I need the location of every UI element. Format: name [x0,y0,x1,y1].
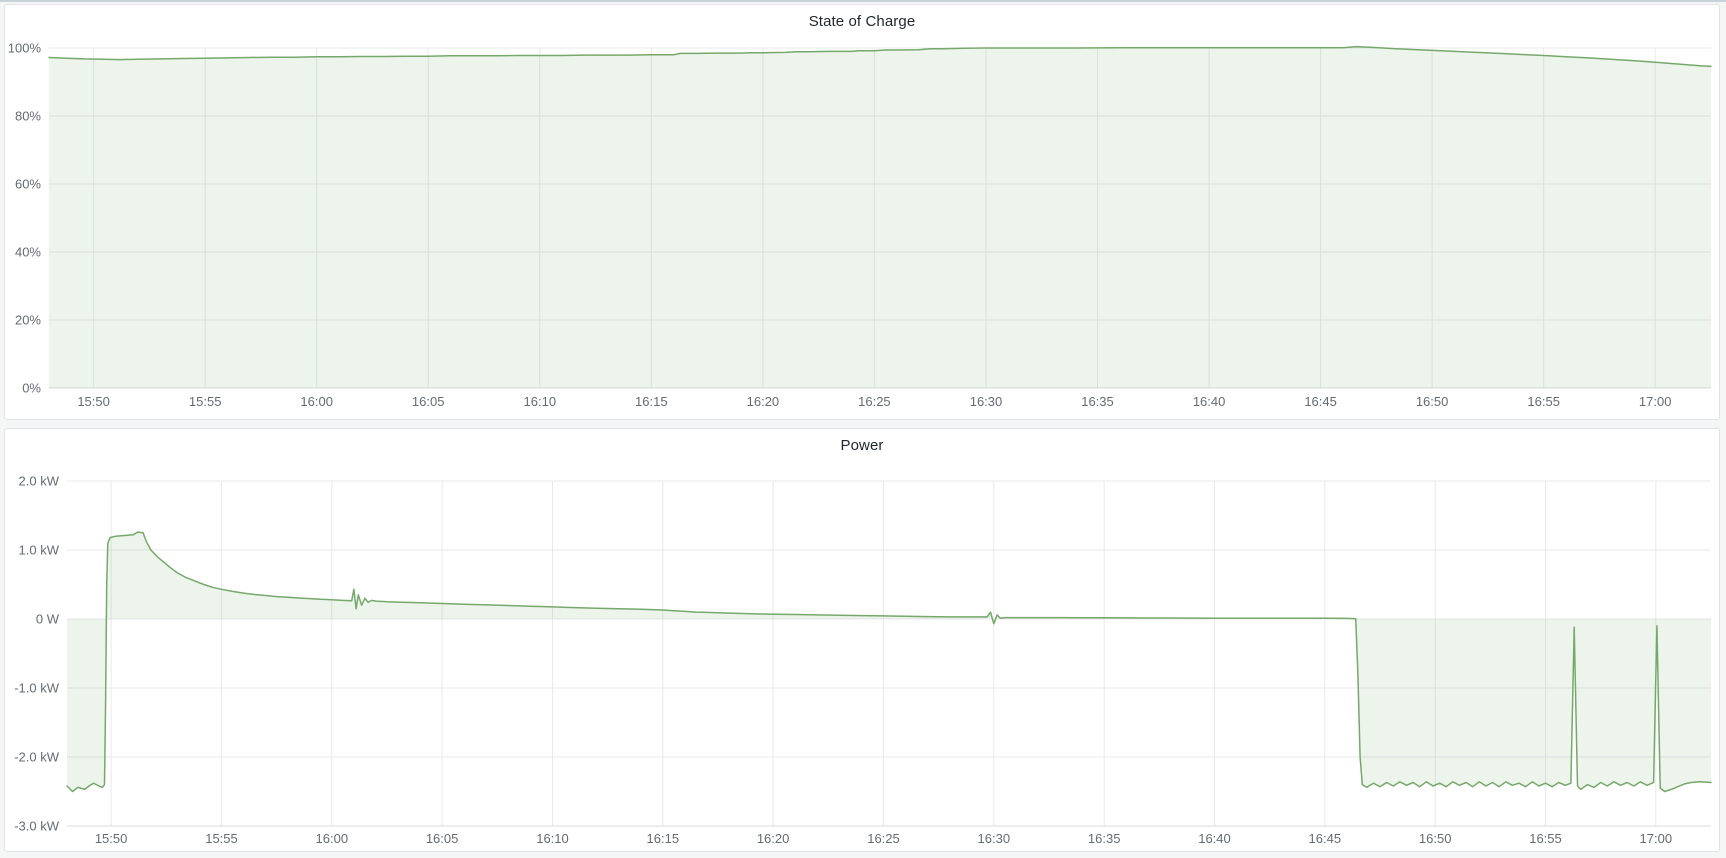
x-tick-label: 16:05 [426,831,459,846]
x-tick-label: 16:00 [300,394,333,409]
x-tick-label: 16:00 [316,831,349,846]
x-tick-label: 15:50 [95,831,128,846]
y-tick-label: 80% [15,109,41,124]
x-tick-label: 16:20 [757,831,790,846]
power-panel-title[interactable]: Power [840,437,884,454]
y-tick-label: 20% [15,313,41,328]
x-tick-label: 16:15 [647,831,680,846]
power-series-line [66,531,1712,793]
x-tick-label: 17:00 [1640,831,1673,846]
x-tick-label: 16:45 [1309,831,1342,846]
x-tick-label: 16:35 [1088,831,1121,846]
x-tick-label: 17:00 [1639,394,1672,409]
x-tick-label: 16:45 [1304,394,1337,409]
x-tick-label: 16:40 [1193,394,1226,409]
y-tick-label: -3.0 kW [14,819,60,834]
soc-series-line [48,45,1712,68]
y-tick-label: 60% [15,177,41,192]
soc-area-fill [49,46,1711,388]
power-area-fill [67,532,1711,792]
x-tick-label: 16:15 [635,394,668,409]
x-tick-label: 15:55 [189,394,222,409]
power-chart[interactable]: 15:50 15:55 16:00 16:05 16:10 16:15 16:20 16:25… [5,429,1719,851]
x-tick-label: 15:55 [205,831,238,846]
x-tick-label: 16:50 [1416,394,1449,409]
x-tick-label: 16:10 [536,831,569,846]
x-tick-label: 16:10 [524,394,557,409]
x-tick-label: 16:30 [978,831,1011,846]
x-tick-label: 16:35 [1081,394,1114,409]
state-of-charge-chart[interactable]: 15:50 15:55 16:00 16:05 16:10 16:15 16:20 16:25… [5,5,1719,419]
y-tick-label: 1.0 kW [19,543,60,558]
y-tick-label: 100% [8,41,42,56]
y-tick-label: 2.0 kW [19,474,60,489]
state-of-charge-panel-title[interactable]: State of Charge [808,13,916,30]
power-panel: Power 15:50 15:55 16:00 16:05 16:10 16:15 16:2… [4,428,1720,852]
y-tick-label: 40% [15,245,41,260]
state-of-charge-panel: State of Charge 15:50 15:55 16:00 16:05 16:1… [4,4,1720,420]
x-tick-label: 16:05 [412,394,445,409]
y-tick-label: -1.0 kW [14,681,60,696]
x-tick-label: 16:30 [970,394,1003,409]
x-tick-label: 15:50 [77,394,110,409]
x-tick-label: 16:50 [1419,831,1452,846]
x-tick-label: 16:25 [867,831,900,846]
y-tick-label: 0% [22,381,41,396]
x-tick-label: 16:25 [858,394,891,409]
top-divider [0,0,1726,2]
x-tick-label: 16:55 [1529,831,1562,846]
x-tick-label: 16:55 [1527,394,1560,409]
y-tick-label: -2.0 kW [14,750,60,765]
y-tick-label: 0 W [36,612,60,627]
x-tick-label: 16:40 [1198,831,1231,846]
x-tick-label: 16:20 [747,394,780,409]
